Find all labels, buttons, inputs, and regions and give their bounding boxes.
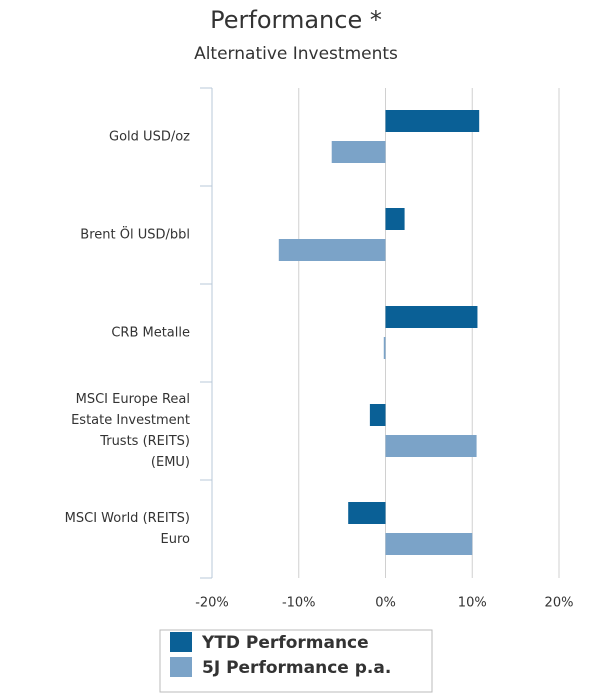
x-tick-label: 10%: [458, 596, 487, 611]
bar: [385, 533, 473, 555]
x-tick-label: 0%: [375, 596, 396, 611]
chart-subtitle: Alternative Investments: [194, 44, 398, 64]
y-tick-label: Brent Öl USD/bbl: [80, 227, 190, 243]
bar: [385, 208, 405, 230]
legend-swatch: [170, 657, 192, 677]
bar: [331, 141, 386, 163]
legend-label: 5J Performance p.a.: [202, 658, 391, 678]
y-tick-label: MSCI Europe Real Estate Investment Trust…: [71, 392, 190, 470]
bar: [383, 337, 386, 359]
y-tick-label: Gold USD/oz: [109, 129, 190, 145]
bar: [369, 404, 386, 426]
bar: [278, 239, 386, 261]
x-tick-label: -20%: [195, 596, 229, 611]
x-tick-label: 20%: [545, 596, 574, 611]
bar: [385, 110, 480, 132]
chart-title: Performance *: [210, 6, 382, 34]
y-tick-label: CRB Metalle: [111, 325, 190, 341]
bar: [385, 435, 477, 457]
x-tick-label: -10%: [282, 596, 316, 611]
bar: [385, 306, 478, 328]
legend-label: YTD Performance: [201, 633, 369, 653]
legend-swatch: [170, 632, 192, 652]
bar: [348, 502, 386, 524]
y-tick-label: MSCI World (REITS) Euro: [64, 511, 190, 547]
legend-box: [159, 629, 433, 693]
